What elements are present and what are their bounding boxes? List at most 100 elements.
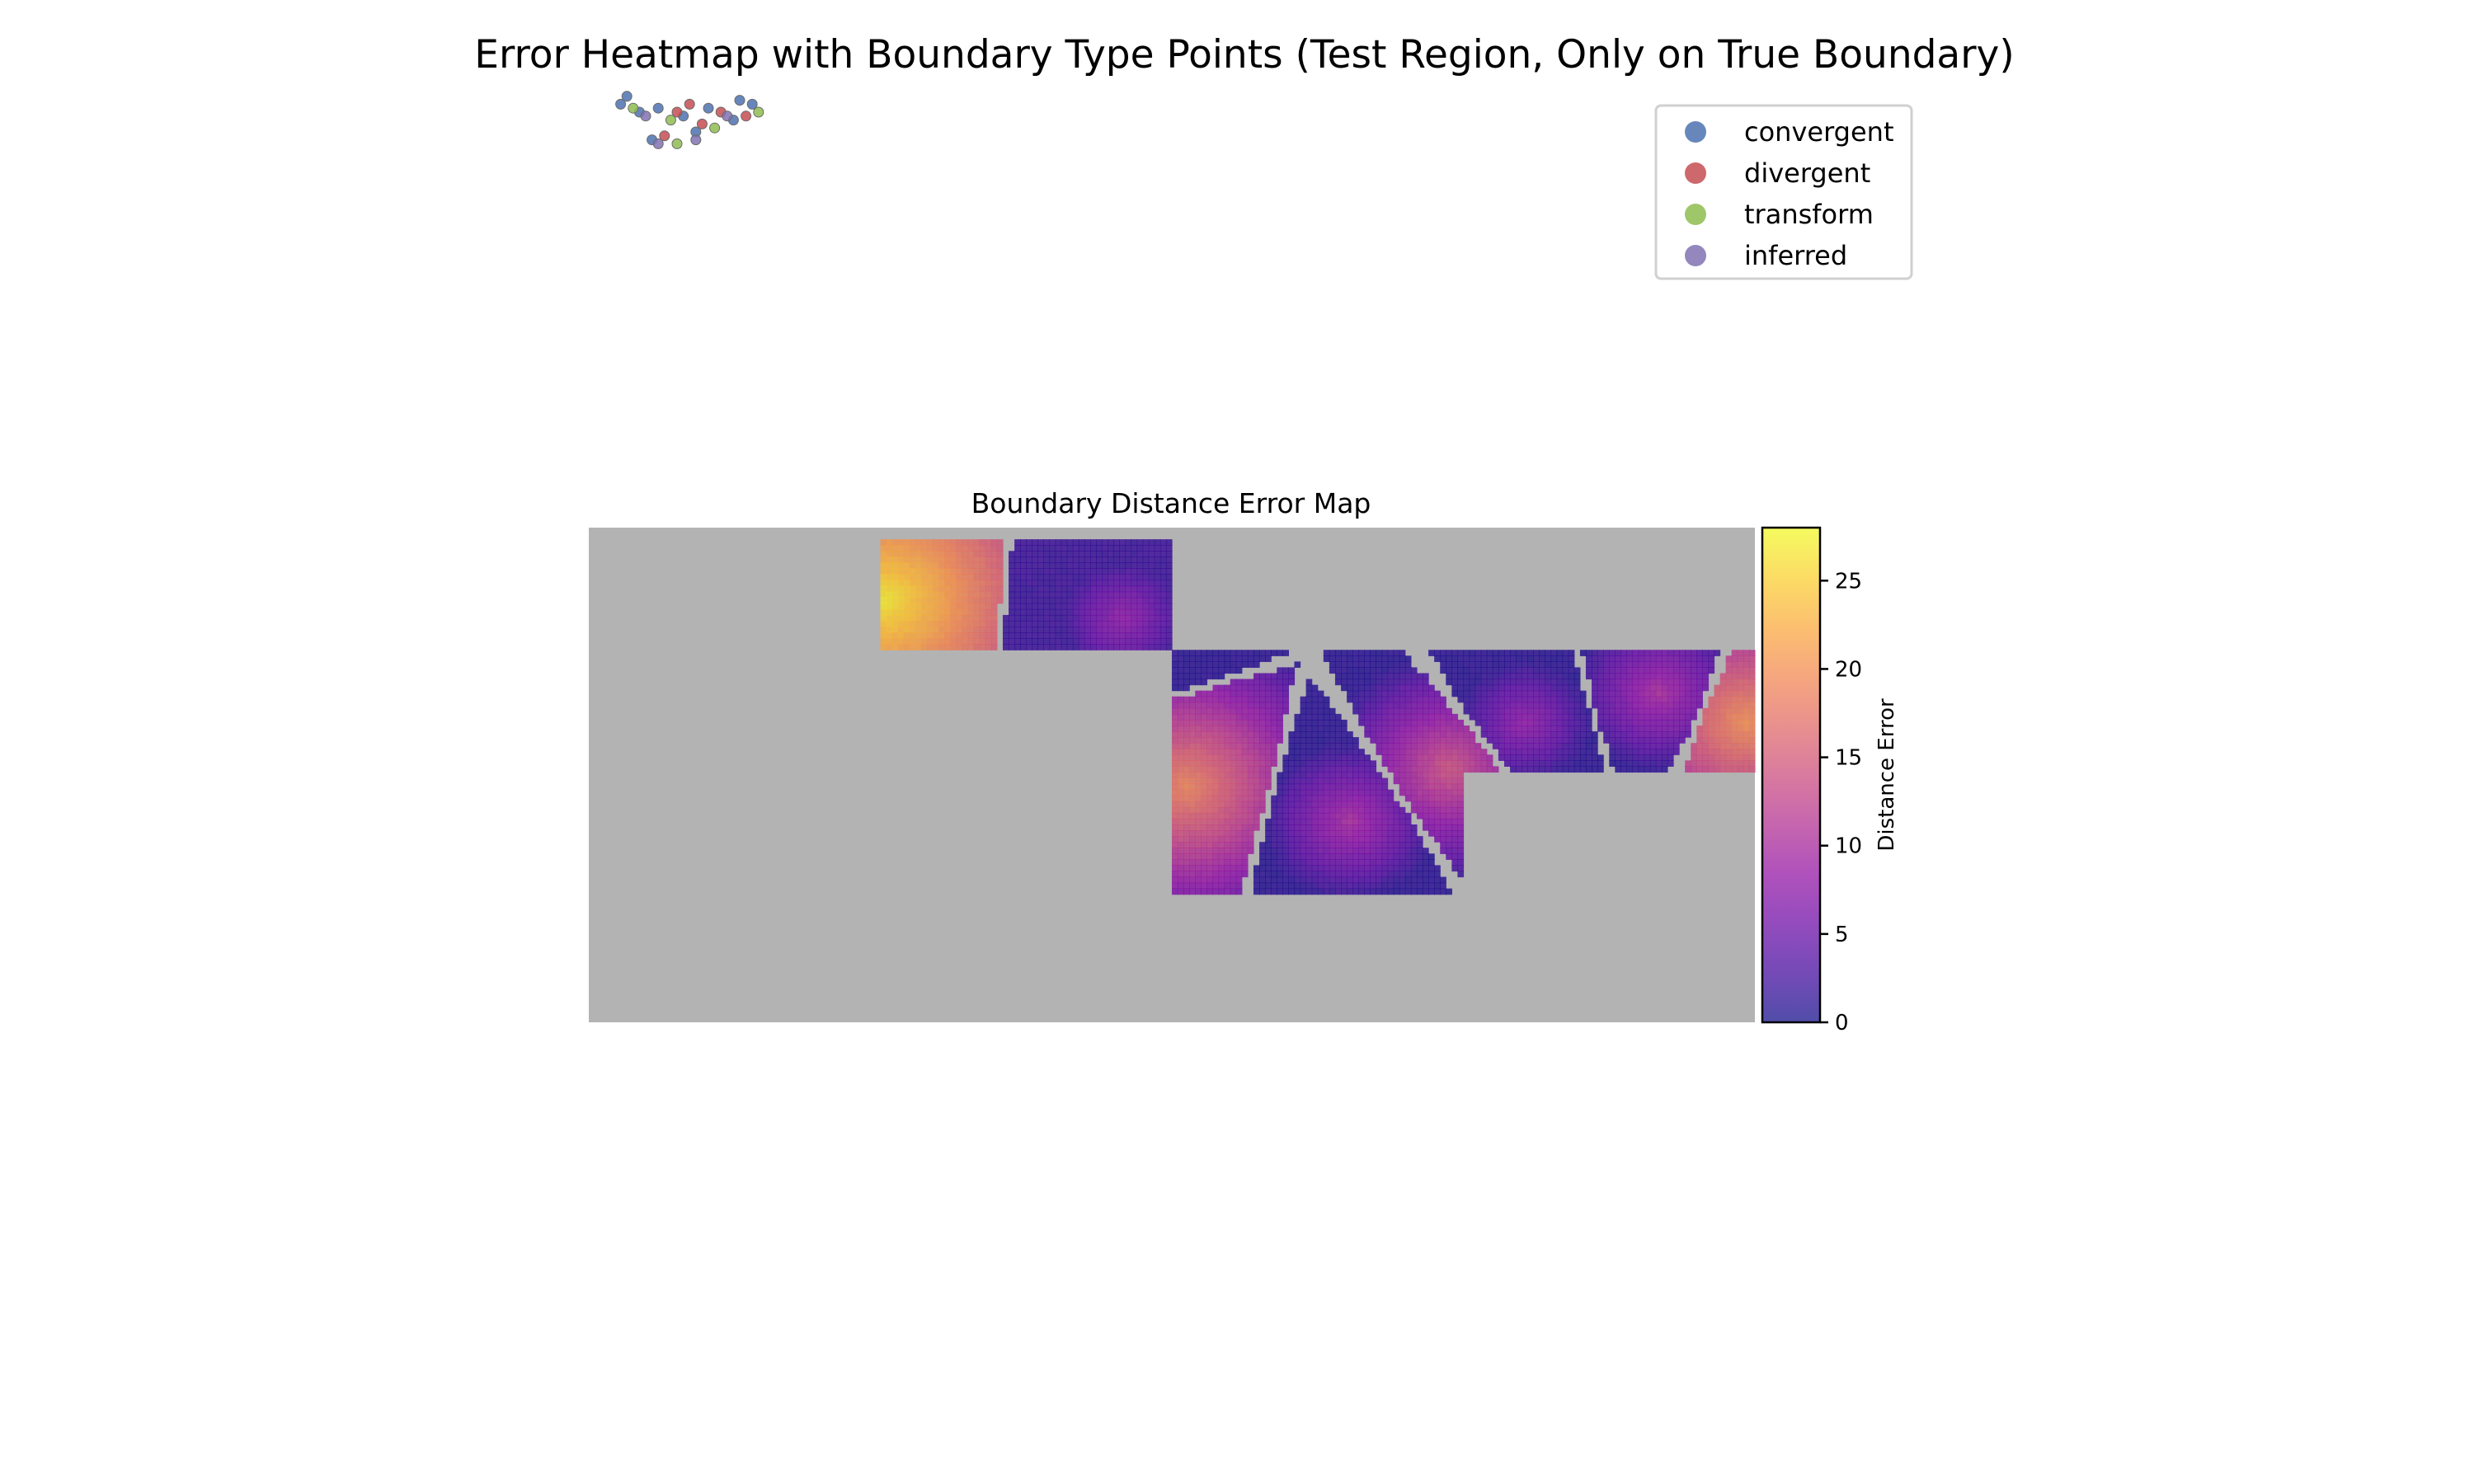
heatmap-cell [1305, 743, 1313, 749]
heatmap-cell [1009, 608, 1015, 616]
heatmap-cell [1148, 608, 1155, 616]
heatmap-cell [1159, 608, 1167, 616]
heatmap-cell [1078, 627, 1085, 633]
heatmap-cell [1334, 737, 1342, 744]
heatmap-cell [1078, 568, 1085, 575]
heatmap-cell [1282, 882, 1289, 890]
heatmap-cell [1410, 726, 1418, 732]
heatmap-cell [1597, 707, 1604, 715]
heatmap-cell [1212, 806, 1220, 814]
heatmap-cell [1334, 749, 1342, 755]
heatmap-cell [1358, 696, 1365, 703]
heatmap-cell [1649, 679, 1657, 686]
heatmap-cell [1725, 702, 1733, 709]
heatmap-cell [1691, 707, 1697, 715]
scatter-point-transform [753, 106, 764, 118]
heatmap-cell [1329, 830, 1336, 837]
heatmap-cell [1294, 726, 1301, 732]
heatmap-cell [1620, 737, 1628, 744]
heatmap-cell [1550, 754, 1558, 761]
heatmap-cell [1125, 614, 1132, 622]
heatmap-cell [1550, 726, 1558, 732]
heatmap-cell [1410, 760, 1418, 768]
heatmap-cell [1131, 614, 1138, 622]
heatmap-cell [1556, 726, 1564, 732]
heatmap-cell [1486, 673, 1493, 680]
heatmap-cell [1434, 772, 1441, 779]
heatmap-cell [1446, 777, 1452, 785]
heatmap-cell [973, 580, 981, 587]
heatmap-cell [1404, 876, 1412, 884]
heatmap-cell [1201, 842, 1208, 848]
heatmap-cell [915, 574, 922, 581]
heatmap-cell [1503, 667, 1511, 674]
heatmap-cell [1428, 707, 1435, 715]
heatmap-cell [1224, 824, 1231, 831]
heatmap-cell [1725, 713, 1733, 721]
heatmap-cell [1235, 783, 1243, 791]
heatmap-cell [1655, 650, 1663, 656]
heatmap-cell [1364, 726, 1371, 732]
heatmap-cell [1002, 644, 1009, 650]
heatmap-cell [1224, 888, 1231, 895]
heatmap-cell [1049, 614, 1056, 622]
heatmap-cell [1195, 871, 1202, 878]
heatmap-cell [1247, 726, 1254, 732]
heatmap-cell [938, 632, 945, 639]
heatmap-cell [1235, 760, 1243, 768]
heatmap-cell [1259, 737, 1266, 744]
heatmap-cell [1178, 760, 1184, 768]
heatmap-cell [1102, 545, 1108, 552]
heatmap-cell [1352, 743, 1359, 749]
heatmap-cell [1061, 574, 1068, 581]
heatmap-cell [1446, 818, 1452, 825]
heatmap-cell [1399, 743, 1406, 749]
heatmap-cell [1434, 806, 1441, 814]
heatmap-cell [1503, 650, 1511, 656]
heatmap-cell [1032, 632, 1038, 639]
heatmap-cell [1696, 679, 1703, 686]
heatmap-cell [1020, 539, 1027, 546]
heatmap-cell [967, 614, 975, 622]
heatmap-cell [1247, 754, 1254, 761]
heatmap-cell [1201, 882, 1208, 890]
heatmap-cell [1708, 726, 1715, 732]
heatmap-cell [927, 591, 934, 599]
heatmap-cell [1230, 865, 1237, 872]
heatmap-cell [1271, 812, 1277, 819]
heatmap-cell [1294, 818, 1301, 825]
heatmap-cell [1498, 749, 1505, 755]
heatmap-cell [1224, 737, 1231, 744]
heatmap-cell [1691, 673, 1697, 680]
heatmap-cell [1253, 754, 1260, 761]
heatmap-cell [1189, 667, 1196, 674]
heatmap-cell [1393, 679, 1400, 686]
heatmap-cell [996, 562, 1004, 570]
heatmap-cell [1172, 777, 1178, 785]
heatmap-cell [1131, 597, 1138, 604]
heatmap-cell [1673, 737, 1680, 744]
heatmap-cell [1277, 772, 1283, 779]
heatmap-cell [1387, 702, 1395, 709]
heatmap-cell [1679, 673, 1686, 680]
heatmap-cell [1748, 731, 1756, 738]
heatmap-cell [1387, 859, 1395, 866]
heatmap-cell [1084, 585, 1091, 593]
heatmap-cell [1719, 754, 1727, 761]
heatmap-cell [1183, 772, 1190, 779]
heatmap-cell [1195, 859, 1202, 866]
heatmap-cell [1568, 650, 1575, 656]
heatmap-cell [1218, 888, 1225, 895]
heatmap-cell [1271, 719, 1277, 726]
heatmap-cell [1416, 842, 1423, 848]
heatmap-cell [1387, 812, 1395, 819]
heatmap-cell [1102, 580, 1108, 587]
heatmap-cell [950, 620, 957, 627]
heatmap-cell [903, 632, 910, 639]
heatmap-cell [985, 644, 992, 650]
heatmap-cell [909, 539, 916, 546]
heatmap-cell [1404, 824, 1412, 831]
heatmap-cell [1685, 667, 1691, 674]
heatmap-cell [1434, 731, 1441, 738]
heatmap-cell [1201, 801, 1208, 808]
